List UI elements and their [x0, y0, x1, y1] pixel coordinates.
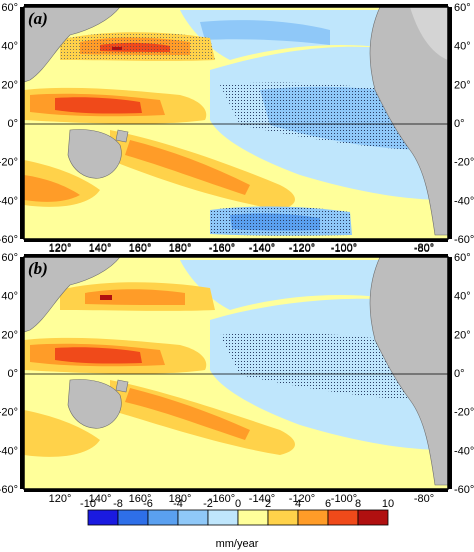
- lat-tick-label: 60°: [454, 252, 471, 264]
- lat-tick-label: 20°: [1, 329, 18, 341]
- colorbar-swatches: [87, 509, 389, 526]
- colorbar-tick-label: 10: [382, 498, 394, 510]
- colorbar-swatch: [117, 509, 149, 526]
- panel-b-bottom-ticks: 120° 140° 160° 180° -160° -140° -120° -100° -80°: [49, 493, 435, 505]
- lon-tick-label: 140°: [89, 242, 112, 254]
- lat-tick-label: -20°: [0, 157, 18, 169]
- lat-tick-label: 0°: [454, 368, 465, 380]
- lat-tick-label: -40°: [0, 445, 18, 457]
- lon-tick-label: -120°: [289, 243, 315, 255]
- lon-tick-label: 120°: [49, 493, 72, 505]
- lat-tick-label: -60°: [0, 234, 18, 246]
- panel-a: (a) 60° 40° 20° 0° -20° -40° -60° 60° 40° 20° 0° -…: [0, 2, 474, 254]
- colorbar: -10 -8 -6 -4 -2 0 2 4 6 8 10 mm/year: [80, 498, 394, 550]
- colorbar-swatch: [297, 509, 329, 526]
- lon-tick-label: -160°: [209, 242, 235, 254]
- lon-tick-label: 180°: [169, 493, 192, 505]
- lon-tick-label: 120°: [49, 243, 72, 255]
- colorbar-tick-label: -8: [113, 498, 123, 510]
- lon-tick-label: -100°: [331, 242, 357, 254]
- lon-tick-label: -160°: [209, 243, 235, 255]
- colorbar-tick-label: 6: [325, 498, 331, 510]
- colorbar-tick-label: 8: [355, 498, 361, 510]
- lat-tick-label: -40°: [0, 195, 18, 207]
- lat-tick-label: -20°: [454, 157, 474, 169]
- colorbar-swatch: [267, 509, 299, 526]
- colorbar-tick-label: -6: [143, 498, 153, 510]
- colorbar-tick-label: -10: [80, 498, 96, 510]
- panel-a-field: [24, 7, 448, 239]
- colorbar-swatch: [207, 509, 239, 526]
- lat-tick-label: 40°: [454, 41, 471, 53]
- panel-b-left-ticks: 60° 40° 20° 0° -20° -40° -60°: [0, 252, 18, 496]
- colorbar-swatch: [147, 509, 179, 526]
- colorbar-swatch: [177, 509, 209, 526]
- panel-a-bottom-ticks: 120° 140° 160° 180° -160° -140° -120° -100° -80°: [49, 242, 435, 254]
- lat-tick-label: 20°: [1, 79, 18, 91]
- lat-tick-label: 0°: [7, 368, 18, 380]
- lat-tick-label: 20°: [454, 329, 471, 341]
- lon-tick-label: -80°: [414, 243, 434, 255]
- lon-tick-label: 140°: [89, 243, 112, 255]
- panel-b-field: [24, 257, 448, 489]
- lon-tick-label: -140°: [249, 243, 275, 255]
- panel-a-left-ticks: 60° 40° 20° 0° -20° -40° -60°: [0, 2, 18, 246]
- lon-tick-label: -100°: [331, 243, 357, 255]
- lat-tick-label: -60°: [0, 484, 18, 496]
- lat-tick-label: -60°: [454, 234, 474, 246]
- lat-tick-label: 20°: [454, 79, 471, 91]
- colorbar-swatch: [237, 509, 269, 526]
- lat-tick-label: 40°: [1, 291, 18, 303]
- lat-tick-label: 60°: [1, 2, 18, 14]
- colorbar-swatch: [87, 509, 119, 526]
- lat-tick-label: -20°: [454, 407, 474, 419]
- colorbar-tick-label: -4: [173, 498, 183, 510]
- colorbar-tick-label: 4: [295, 498, 301, 510]
- colorbar-swatch: [357, 509, 389, 526]
- lon-tick-label: 120°: [49, 242, 72, 254]
- lat-tick-label: 40°: [1, 41, 18, 53]
- lat-tick-label: 0°: [454, 118, 465, 130]
- lon-tick-label: 180°: [169, 242, 192, 254]
- colorbar-tick-label: 0: [235, 498, 241, 510]
- panel-b: (b) 120° 140° 160° 180° -160° -140° -120° -100°…: [0, 243, 474, 505]
- lat-tick-label: -20°: [0, 407, 18, 419]
- panel-a-label: (a): [28, 9, 48, 28]
- lat-tick-label: -40°: [454, 195, 474, 207]
- lon-tick-label: -140°: [249, 242, 275, 254]
- lon-tick-label: -140°: [249, 493, 275, 505]
- lon-tick-label: -120°: [289, 493, 315, 505]
- lon-tick-label: -80°: [414, 242, 434, 254]
- lon-tick-label: -100°: [331, 493, 357, 505]
- lat-tick-label: -60°: [454, 484, 474, 496]
- lat-tick-label: 0°: [7, 118, 18, 130]
- lon-tick-label: -80°: [414, 493, 434, 505]
- lon-tick-label: -160°: [209, 493, 235, 505]
- panel-b-top-ticks: 120° 140° 160° 180° -160° -140° -120° -100° -80°: [49, 243, 435, 255]
- lat-tick-label: -40°: [454, 445, 474, 457]
- colorbar-ticks: -10 -8 -6 -4 -2 0 2 4 6 8 10: [80, 498, 394, 510]
- colorbar-swatch: [327, 509, 359, 526]
- panel-a-right-ticks: 60° 40° 20° 0° -20° -40° -60°: [454, 2, 474, 246]
- panel-b-right-ticks: 60° 40° 20° 0° -20° -40° -60°: [454, 252, 474, 496]
- lon-tick-label: -120°: [289, 242, 315, 254]
- lon-tick-label: 160°: [129, 242, 152, 254]
- lat-tick-label: 60°: [1, 252, 18, 264]
- colorbar-tick-label: 2: [265, 498, 271, 510]
- lon-tick-label: 160°: [129, 493, 152, 505]
- lon-tick-label: 160°: [129, 243, 152, 255]
- panel-b-label: (b): [28, 259, 48, 278]
- lat-tick-label: 40°: [454, 291, 471, 303]
- panel-b-frame-bars: [20, 254, 452, 492]
- lon-tick-label: 180°: [169, 243, 192, 255]
- lon-tick-label: 140°: [89, 493, 112, 505]
- colorbar-unit-label: mm/year: [216, 538, 259, 550]
- lat-tick-label: 60°: [454, 2, 471, 14]
- panel-a-frame-bars: [20, 4, 452, 242]
- colorbar-tick-label: -2: [203, 498, 213, 510]
